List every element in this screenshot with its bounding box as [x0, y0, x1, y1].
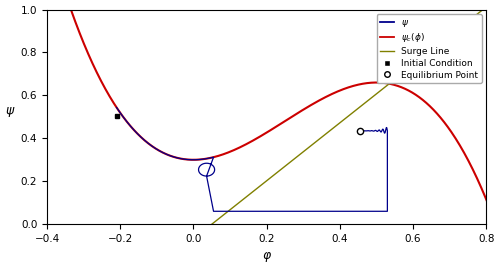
X-axis label: φ: φ — [262, 250, 270, 262]
Y-axis label: ψ: ψ — [6, 104, 14, 117]
Legend: $\psi$, $\psi_c(\phi)$, Surge Line, Initial Condition, Equilibrium Point: $\psi$, $\psi_c(\phi)$, Surge Line, Init… — [376, 14, 482, 83]
